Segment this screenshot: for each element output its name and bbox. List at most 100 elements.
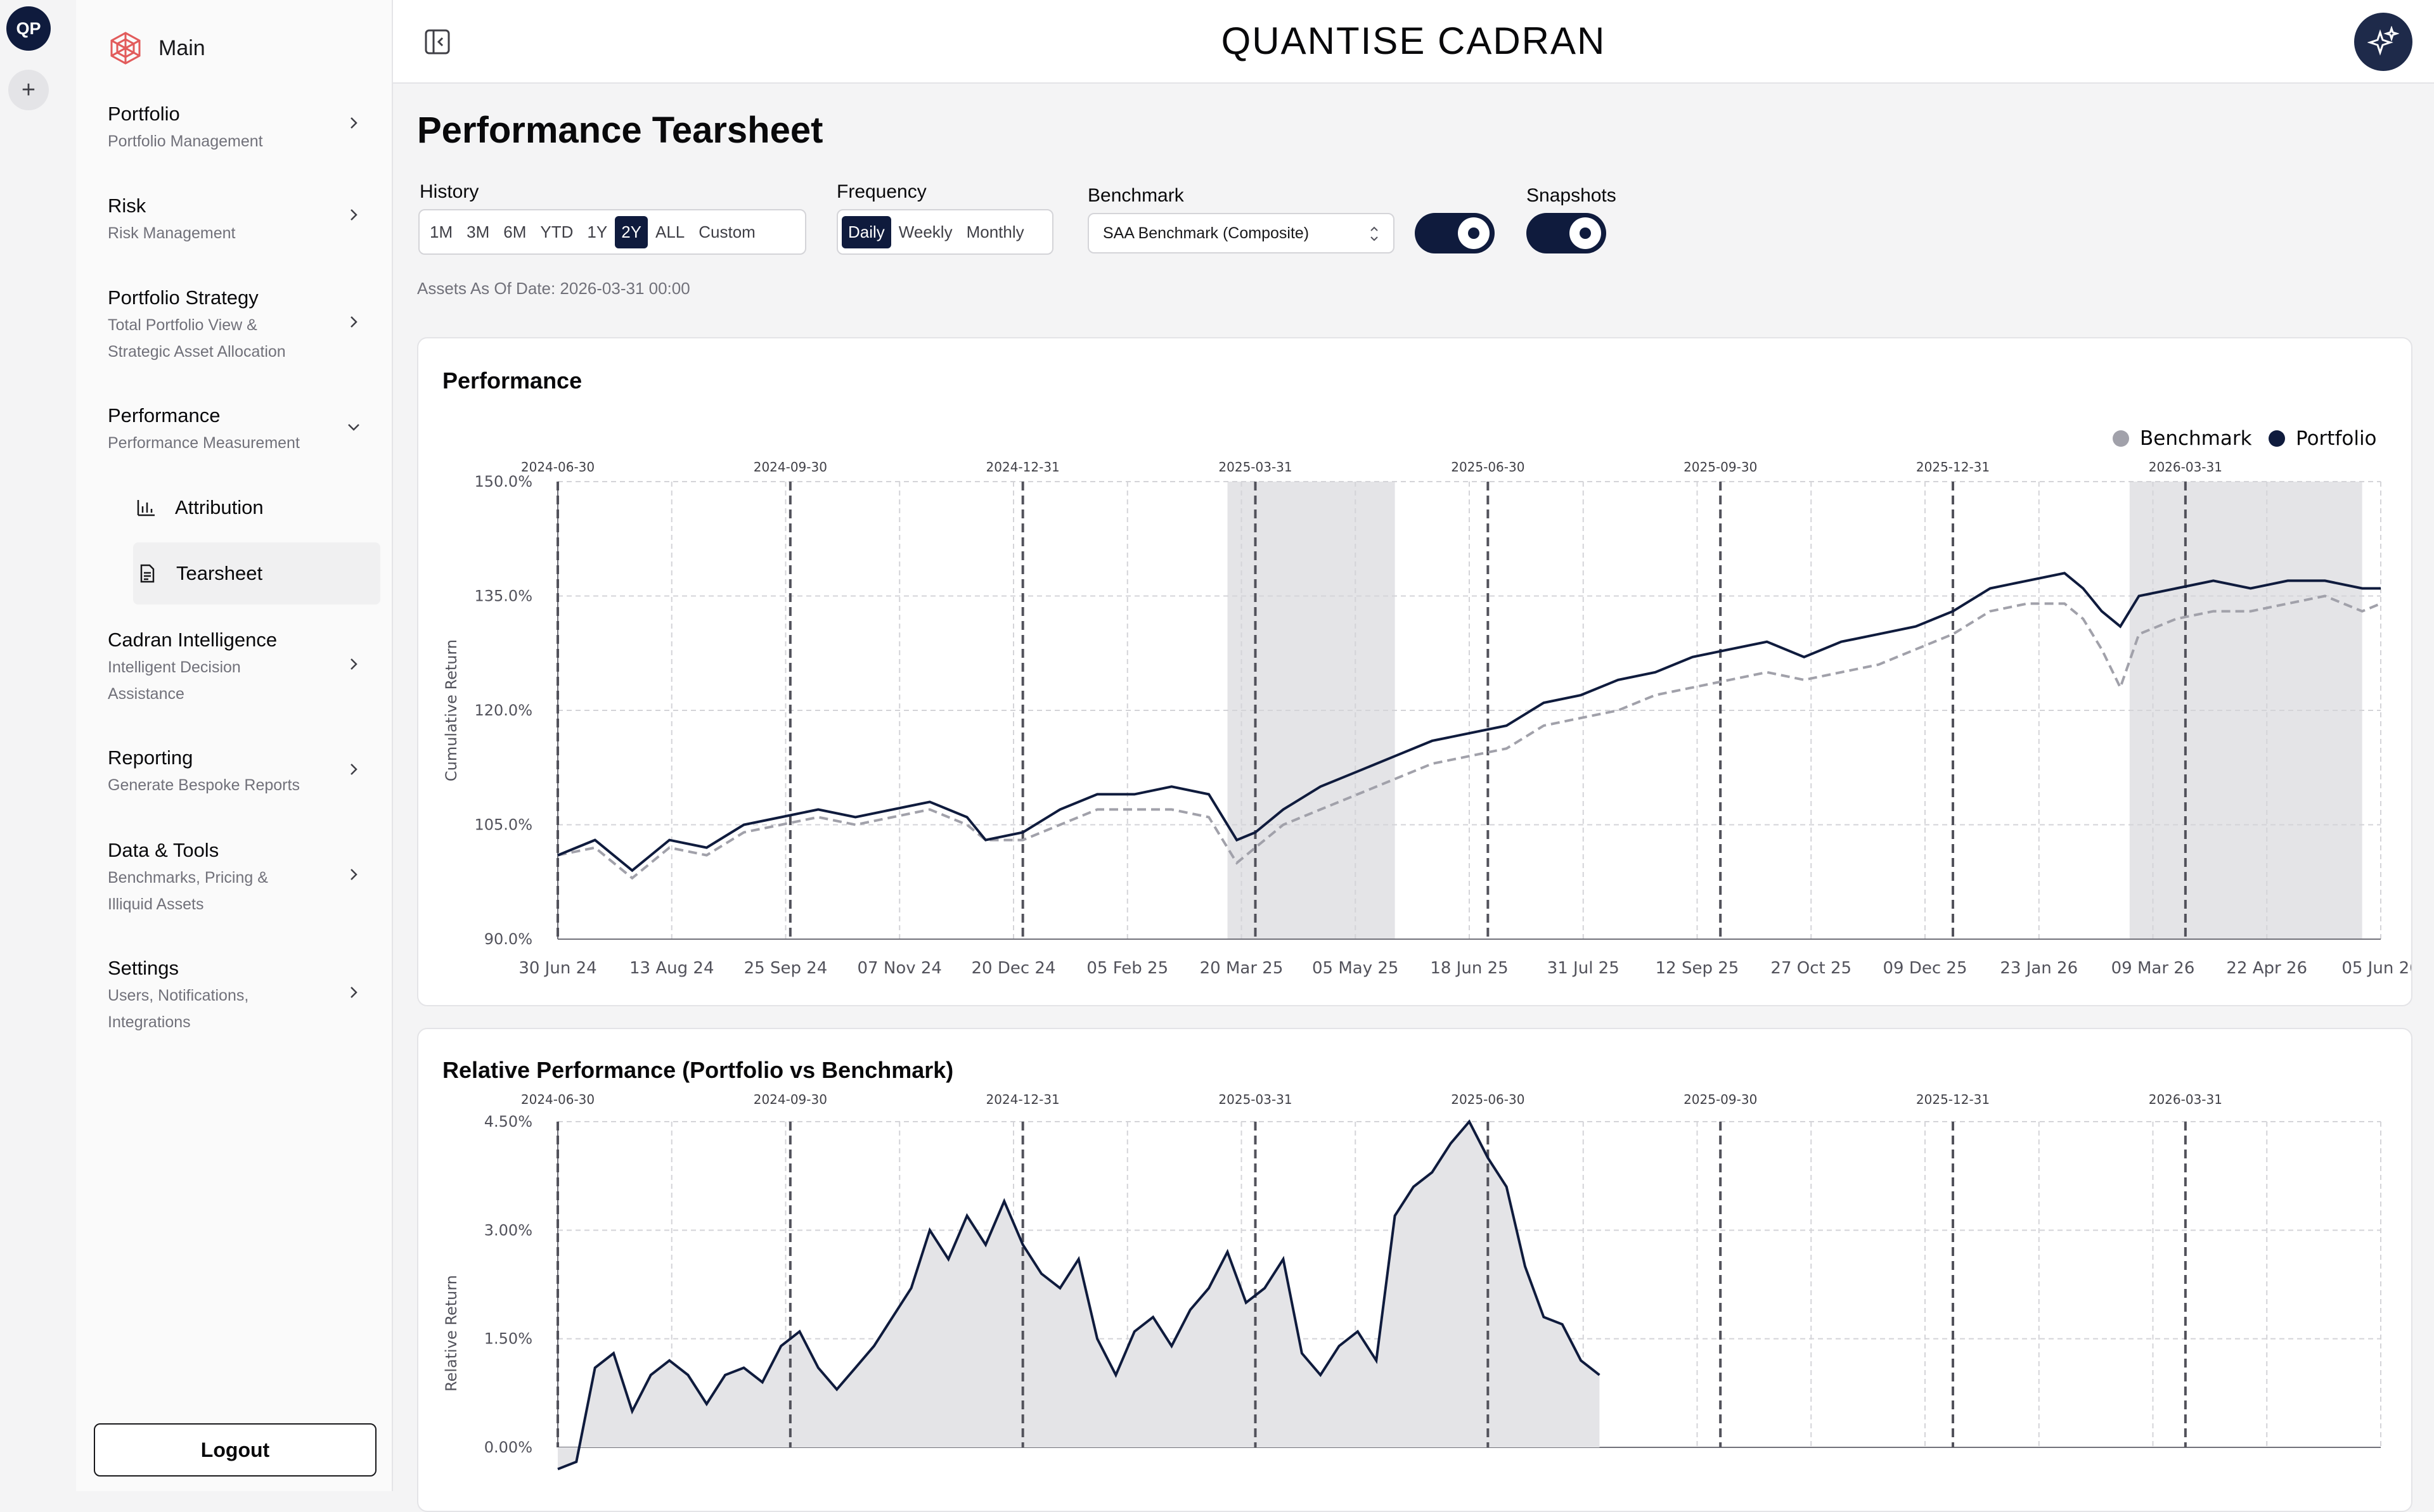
sidebar: Main Portfolio Portfolio Management Risk… <box>76 0 393 1491</box>
x-tick-label: 09 Mar 26 <box>2111 959 2195 978</box>
sidebar-item-title: Performance <box>108 404 221 426</box>
relative-performance-card: Relative Performance (Portfolio vs Bench… <box>417 1028 2412 1512</box>
brand-logo-icon <box>110 32 141 65</box>
snapshot-label: 2025-06-30 <box>1451 1092 1524 1107</box>
chevron-right-icon <box>351 869 357 880</box>
chevron-right-icon <box>351 658 357 670</box>
frequency-option-weekly[interactable]: Weekly <box>898 222 953 241</box>
y-axis-label: Relative Return <box>442 1275 460 1392</box>
x-tick-label: 18 Jun 25 <box>1430 959 1508 978</box>
performance-chart: 150.0% 135.0% 120.0% 105.0% 90.0% 2024-06-30 2… <box>442 427 2411 978</box>
history-option-1y[interactable]: 1Y <box>587 222 608 241</box>
snapshot-label: 2025-03-31 <box>1218 1092 1292 1107</box>
frequency-selector: Daily Weekly Monthly <box>837 209 1053 255</box>
performance-card-title: Performance <box>442 368 583 394</box>
sidebar-item-risk[interactable]: Risk Risk Management <box>108 193 374 247</box>
snapshot-label: 2024-09-30 <box>754 1092 827 1107</box>
sidebar-subitem-label: Tearsheet <box>176 562 263 584</box>
sidebar-item-performance[interactable]: Performance Performance Measurement <box>108 403 374 456</box>
snapshot-label: 2026-03-31 <box>2149 459 2222 475</box>
x-tick-label: 12 Sep 25 <box>1656 959 1739 978</box>
snapshot-label: 2026-03-31 <box>2149 1092 2222 1107</box>
chevron-down-icon <box>348 424 359 431</box>
sidebar-item-title: Portfolio Strategy <box>108 286 259 309</box>
history-option-2y[interactable]: 2Y <box>615 215 648 248</box>
sidebar-item-reporting[interactable]: Reporting Generate Bespoke Reports <box>108 745 374 798</box>
bar-chart-icon <box>137 500 155 516</box>
sidebar-item-portfolio[interactable]: Portfolio Portfolio Management <box>108 101 374 155</box>
collapse-sidebar-icon[interactable] <box>423 28 451 56</box>
sidebar-item-title: Risk <box>108 195 146 217</box>
x-tick-label: 31 Jul 25 <box>1547 959 1619 978</box>
sidebar-item-title: Settings <box>108 957 179 979</box>
frequency-option-monthly[interactable]: Monthly <box>966 222 1024 241</box>
snapshots-toggle[interactable] <box>1526 213 1606 253</box>
benchmark-select[interactable]: SAA Benchmark (Composite) <box>1088 213 1394 253</box>
chevron-right-icon <box>351 764 357 775</box>
sidebar-item-subtitle: Total Portfolio View & Strategic Asset A… <box>108 316 286 361</box>
x-tick-label: 07 Nov 24 <box>858 959 942 978</box>
workspace-avatar[interactable]: QP <box>6 6 51 51</box>
snapshot-label: 2024-12-31 <box>986 1092 1060 1107</box>
logout-button[interactable]: Logout <box>94 1423 377 1477</box>
toggle-knob <box>1569 217 1601 249</box>
x-tick-label: 05 Feb 25 <box>1086 959 1168 978</box>
performance-card: Performance 150.0% 135.0% 120.0% 105.0% 90.0… <box>417 337 2412 1006</box>
x-tick-label: 13 Aug 24 <box>629 959 714 978</box>
sidebar-subitem-tearsheet[interactable]: Tearsheet <box>133 542 380 605</box>
frequency-label: Frequency <box>837 181 927 202</box>
sparkle-icon <box>2367 26 2399 56</box>
history-option-3m[interactable]: 3M <box>467 222 490 241</box>
x-tick-label: 22 Apr 26 <box>2226 959 2307 978</box>
snapshot-label: 2025-06-30 <box>1451 459 1524 475</box>
history-option-custom[interactable]: Custom <box>699 222 756 241</box>
ai-assistant-button[interactable] <box>2354 13 2412 71</box>
app-title: QUANTISE CADRAN <box>1221 20 1606 62</box>
relative-series-line <box>557 1119 1600 1471</box>
relative-performance-card-title: Relative Performance (Portfolio vs Bench… <box>442 1057 954 1083</box>
snapshot-label: 2025-12-31 <box>1916 459 1990 475</box>
history-option-1m[interactable]: 1M <box>430 222 453 241</box>
y-tick-label: 0.00% <box>484 1438 532 1456</box>
snapshot-label: 2025-09-30 <box>1684 459 1757 475</box>
x-tick-label: 25 Sep 24 <box>744 959 828 978</box>
legend-benchmark-swatch <box>2113 430 2129 447</box>
sidebar-subitem-label: Attribution <box>175 496 264 518</box>
sidebar-item-settings[interactable]: Settings Users, Notifications, Integrati… <box>108 956 374 1035</box>
x-tick-label: 09 Dec 25 <box>1883 959 1967 978</box>
sidebar-item-title: Portfolio <box>108 103 180 125</box>
sidebar-subitem-attribution[interactable]: Attribution <box>136 477 389 539</box>
sidebar-item-title: Data & Tools <box>108 839 219 861</box>
history-selector: 1M 3M 6M YTD 1Y 2Y ALL Custom <box>418 209 806 255</box>
benchmark-toggle[interactable] <box>1415 213 1495 253</box>
x-tick-label: 05 May 25 <box>1312 959 1398 978</box>
history-option-all[interactable]: ALL <box>655 222 685 241</box>
chevron-right-icon <box>351 316 357 328</box>
sidebar-item-subtitle: Generate Bespoke Reports <box>108 776 300 794</box>
top-header: QUANTISE CADRAN <box>393 0 2434 84</box>
assets-as-of-date: Assets As Of Date: 2026-03-31 00:00 <box>417 279 690 298</box>
benchmark-label: Benchmark <box>1088 185 1184 206</box>
sidebar-item-subtitle: Users, Notifications, Integrations <box>108 987 249 1031</box>
chevron-up-down-icon <box>1370 226 1378 241</box>
history-option-ytd[interactable]: YTD <box>540 222 574 241</box>
x-tick-label: 30 Jun 24 <box>518 959 596 978</box>
sidebar-item-title: Cadran Intelligence <box>108 629 278 651</box>
relative-performance-chart: 4.50% 3.00% 1.50% 0.00% 2024-06-30 2024-09-30… <box>442 1092 2381 1471</box>
benchmark-series-line <box>557 594 2381 880</box>
relative-area-fill <box>558 1122 1600 1470</box>
benchmark-select-value: SAA Benchmark (Composite) <box>1103 224 1310 242</box>
x-tick-label: 05 Jun 26 <box>2341 959 2411 978</box>
history-option-6m[interactable]: 6M <box>503 222 527 241</box>
frequency-option-daily[interactable]: Daily <box>842 215 891 248</box>
sidebar-item-data-tools[interactable]: Data & Tools Benchmarks, Pricing & Illiq… <box>108 838 374 918</box>
toggle-knob <box>1458 217 1490 249</box>
brand-label: Main <box>158 35 205 60</box>
sidebar-item-subtitle: Performance Measurement <box>108 434 300 452</box>
y-tick-label: 135.0% <box>474 587 532 605</box>
sidebar-item-cadran-intelligence[interactable]: Cadran Intelligence Intelligent Decision… <box>108 627 374 707</box>
y-tick-label: 4.50% <box>484 1113 532 1131</box>
sidebar-item-portfolio-strategy[interactable]: Portfolio Strategy Total Portfolio View … <box>108 285 374 365</box>
add-workspace-button[interactable]: + <box>8 70 49 110</box>
brand[interactable]: Main <box>108 30 205 66</box>
